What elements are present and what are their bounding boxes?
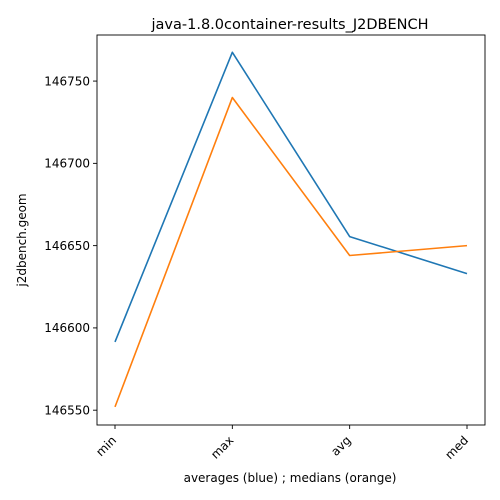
series-line-2 xyxy=(114,96,468,408)
series-line-1 xyxy=(114,51,468,343)
y-tick-label: 146600 xyxy=(44,321,90,335)
y-tick-label: 146700 xyxy=(44,157,90,171)
x-axis-label: averages (blue) ; medians (orange) xyxy=(184,471,397,485)
chart-title: java-1.8.0container-results_J2DBENCH xyxy=(151,17,429,33)
y-tick-label: 146750 xyxy=(44,74,90,88)
y-tick-label: 146550 xyxy=(44,403,90,417)
y-tick-label: 146650 xyxy=(44,239,90,253)
y-axis-label: j2dbench.geom xyxy=(15,193,29,287)
axes-frame xyxy=(96,34,486,426)
